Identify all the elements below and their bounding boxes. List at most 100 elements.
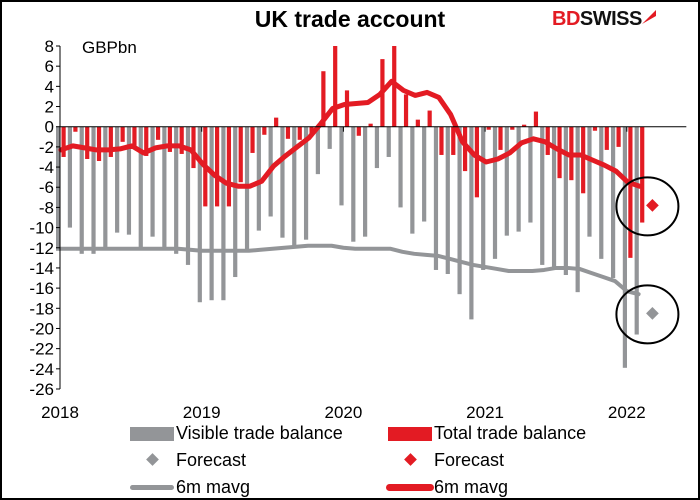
total-bar — [522, 124, 527, 127]
visible-bar — [398, 126, 403, 208]
total-bar — [321, 71, 326, 127]
total-bar — [179, 126, 184, 154]
total-bar — [297, 126, 302, 140]
y-tick-label: -2 — [39, 138, 54, 157]
y-tick-label: -24 — [29, 360, 54, 379]
y-tick-label: -22 — [29, 340, 54, 359]
y-tick-label: 0 — [45, 118, 54, 137]
total-bar — [403, 94, 409, 127]
visible-bar — [79, 126, 84, 254]
visible-bar — [374, 126, 380, 169]
visible-bar — [67, 126, 73, 228]
total-bar — [439, 126, 444, 155]
total-bar — [226, 126, 232, 207]
visible-bar — [56, 126, 61, 251]
legend-swatch-visible — [130, 427, 174, 441]
y-tick-label: -26 — [29, 380, 54, 399]
mavg-line-gray — [58, 243, 641, 297]
highlight-circle — [615, 284, 680, 345]
total-bar — [616, 126, 621, 147]
x-tick-label: 2021 — [466, 403, 504, 422]
legend-line-mavg-gray — [130, 485, 174, 490]
total-bar — [85, 126, 90, 159]
legend-label-mavg-red: 6m mavg — [434, 477, 509, 497]
visible-bar — [457, 126, 462, 295]
visible-bar — [126, 126, 132, 235]
legend-label-forecast-red: Forecast — [434, 450, 505, 470]
forecast-marker-gray — [646, 306, 659, 320]
total-bar — [462, 126, 468, 172]
visible-bar — [469, 126, 474, 320]
y-tick-label: 2 — [45, 98, 54, 117]
y-tick-label: 6 — [45, 57, 54, 76]
visible-bar — [221, 126, 226, 301]
visible-bar — [233, 126, 238, 278]
visible-bar — [551, 126, 557, 267]
y-tick-label: -12 — [29, 239, 54, 258]
visible-bar — [622, 126, 627, 368]
total-bar — [215, 126, 220, 207]
y-tick-label: 4 — [45, 77, 54, 96]
unit-label: GBPbn — [82, 38, 137, 57]
y-tick-label: -6 — [39, 178, 54, 197]
legend-swatch-total — [388, 427, 432, 441]
visible-bar — [386, 126, 391, 157]
total-bar — [474, 126, 479, 198]
y-tick-label: -20 — [29, 319, 54, 338]
total-bar — [238, 126, 243, 183]
visible-bar — [634, 126, 639, 335]
visible-bar — [433, 126, 439, 270]
total-bar — [344, 90, 350, 127]
visible-bar — [162, 126, 167, 250]
visible-bar — [481, 126, 486, 270]
legend-label-mavg-gray: 6m mavg — [176, 477, 251, 497]
total-bar — [356, 126, 361, 136]
total-bar — [333, 46, 338, 127]
y-tick-label: -16 — [29, 279, 54, 298]
legend-label-forecast-gray: Forecast — [176, 450, 247, 470]
visible-bar — [445, 126, 450, 274]
visible-bar — [339, 126, 344, 206]
visible-bar — [103, 126, 108, 250]
total-bar — [368, 123, 373, 127]
brand-logo: BDSWISS — [552, 8, 656, 31]
total-bar — [415, 119, 420, 127]
x-tick-label: 2022 — [608, 403, 646, 422]
mavg-line-red — [58, 78, 643, 189]
visible-bar — [363, 126, 368, 237]
total-bar — [533, 111, 539, 127]
visible-bar — [575, 126, 580, 293]
legend-label-visible: Visible trade balance — [176, 423, 343, 443]
total-bar — [309, 126, 314, 135]
total-bar — [262, 126, 267, 135]
visible-bar — [492, 126, 498, 259]
visible-bar — [138, 126, 143, 250]
visible-bar — [422, 126, 427, 222]
total-bar — [167, 126, 172, 152]
forecast-marker-red — [646, 199, 659, 212]
total-bar — [250, 126, 255, 153]
total-bar — [592, 126, 598, 131]
y-tick-label: 8 — [45, 37, 54, 56]
x-tick-label: 2018 — [41, 403, 79, 422]
visible-bar — [91, 126, 96, 254]
total-bar — [61, 126, 66, 157]
total-bar — [427, 110, 432, 127]
y-tick-label: -18 — [29, 299, 54, 318]
visible-bar — [516, 126, 521, 232]
x-tick-label: 2020 — [324, 403, 362, 422]
visible-bar — [185, 126, 191, 265]
total-bar — [640, 126, 645, 223]
visible-bar — [209, 126, 214, 301]
visible-bar — [410, 126, 415, 234]
total-bar — [510, 126, 515, 130]
total-bar — [274, 117, 279, 127]
visible-bar — [150, 126, 155, 237]
visible-bar — [563, 126, 568, 276]
visible-bar — [504, 126, 509, 236]
total-bar — [628, 126, 633, 258]
total-bar — [191, 126, 196, 169]
visible-bar — [280, 126, 285, 238]
total-bar — [604, 126, 609, 150]
